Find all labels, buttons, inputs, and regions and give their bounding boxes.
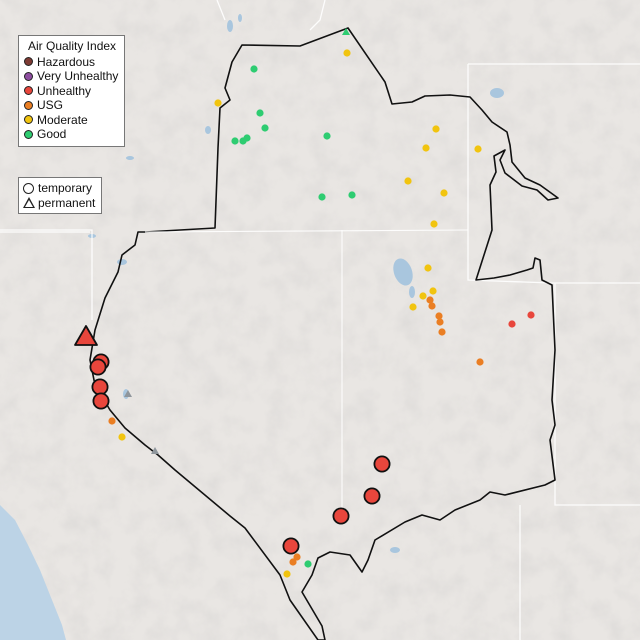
- monitor-dot-moderate[interactable]: [424, 264, 432, 272]
- usg-swatch-icon: [24, 100, 33, 110]
- monitor-dot-moderate[interactable]: [343, 49, 351, 57]
- monitor-dot-usg[interactable]: [438, 328, 446, 336]
- monitor-dot-good[interactable]: [318, 193, 326, 201]
- monitor-dot-moderate[interactable]: [430, 220, 438, 228]
- monitor-dot-good[interactable]: [261, 124, 269, 132]
- monitor-dot-usg[interactable]: [428, 302, 436, 310]
- monitor-dot-usg[interactable]: [426, 296, 434, 304]
- monitor-dot-good[interactable]: [304, 560, 312, 568]
- monitor-dot-good[interactable]: [231, 137, 239, 145]
- temporary-monitor-circle[interactable]: [92, 392, 110, 410]
- monitor-dot-moderate[interactable]: [214, 99, 222, 107]
- legend-item-temporary: temporary: [23, 181, 95, 196]
- inner-border-2: [144, 229, 469, 233]
- lake-3: [126, 156, 134, 160]
- monitor-dot-moderate[interactable]: [474, 145, 482, 153]
- temporary-monitor-circle[interactable]: [332, 507, 350, 525]
- monitor-points: [74, 49, 535, 578]
- monitor-dot-unhealthy[interactable]: [508, 320, 516, 328]
- lake-4: [205, 126, 211, 134]
- legend-label: Good: [37, 127, 67, 141]
- monitor-dot-usg[interactable]: [293, 553, 301, 561]
- legend-item-very-unhealthy: Very Unhealthy: [24, 69, 118, 84]
- temporary-monitor-circle[interactable]: [282, 537, 300, 555]
- monitor-dot-moderate[interactable]: [283, 570, 291, 578]
- temporary-monitor-circle[interactable]: [91, 378, 109, 396]
- monitor-dot-usg[interactable]: [289, 558, 297, 566]
- monitor-dot-good[interactable]: [323, 132, 331, 140]
- legend-item-good: Good: [24, 127, 118, 142]
- very-unhealthy-swatch-icon: [24, 71, 33, 81]
- monitor-dot-unhealthy[interactable]: [527, 311, 535, 319]
- permanent-monitor-small-1: [124, 390, 132, 397]
- legend-label: permanent: [38, 195, 96, 210]
- unhealthy-swatch-icon: [24, 86, 33, 96]
- permanent-monitor-triangle[interactable]: [74, 325, 98, 346]
- monitor-dot-moderate[interactable]: [422, 144, 430, 152]
- aqi-legend: Air Quality Index Hazardous Very Unhealt…: [18, 35, 126, 147]
- good-swatch-icon: [24, 129, 33, 139]
- yellowstone-lake: [490, 88, 504, 98]
- monitor-dot-moderate[interactable]: [409, 303, 417, 311]
- monitor-dot-moderate[interactable]: [404, 177, 412, 185]
- lake-5: [227, 20, 233, 32]
- lake-7: [238, 14, 242, 22]
- monitor-dot-moderate[interactable]: [429, 287, 437, 295]
- lake-1: [117, 259, 127, 265]
- moderate-swatch-icon: [24, 115, 33, 125]
- monitor-type-legend: temporary permanent: [18, 177, 103, 214]
- legend-label: Very Unhealthy: [37, 69, 119, 83]
- legend-label: Hazardous: [37, 54, 96, 69]
- monitor-dot-moderate[interactable]: [440, 189, 448, 197]
- ocean: [0, 505, 66, 640]
- monitor-dot-good[interactable]: [250, 65, 258, 73]
- great-salt-lake: [393, 258, 413, 286]
- monitor-dot-usg[interactable]: [476, 358, 484, 366]
- lake-8: [390, 547, 400, 553]
- legend-label: Unhealthy: [37, 83, 92, 98]
- temporary-monitor-circle[interactable]: [363, 487, 381, 505]
- legend-label: Moderate: [37, 112, 88, 127]
- legend-item-hazardous: Hazardous: [24, 55, 118, 70]
- utah-lake: [409, 286, 415, 298]
- legend-item-moderate: Moderate: [24, 113, 118, 128]
- monitor-dot-good[interactable]: [348, 191, 356, 199]
- monitor-dot-moderate[interactable]: [118, 433, 126, 441]
- monitor-dot-good[interactable]: [239, 137, 247, 145]
- hazardous-swatch-icon: [24, 57, 33, 67]
- legend-label: USG: [37, 98, 64, 112]
- circle-icon: [23, 182, 34, 194]
- region-boundary: [89, 27, 559, 640]
- temporary-monitor-circle[interactable]: [89, 358, 107, 376]
- monitor-dot-good[interactable]: [256, 109, 264, 117]
- monitor-dot-moderate[interactable]: [432, 125, 440, 133]
- monitor-dot-usg[interactable]: [435, 312, 443, 320]
- legend-item-unhealthy: Unhealthy: [24, 84, 118, 99]
- triangle-icon: [23, 197, 35, 209]
- legend-title: Air Quality Index: [28, 39, 117, 53]
- monitor-dot-moderate[interactable]: [419, 292, 427, 300]
- legend-label: temporary: [38, 181, 93, 195]
- permanent-monitor-small-2: [151, 447, 159, 454]
- temporary-monitor-circle[interactable]: [373, 455, 391, 473]
- monitor-dot-usg[interactable]: [436, 318, 444, 326]
- legend-item-permanent: permanent: [23, 196, 95, 211]
- monitor-dot-usg[interactable]: [108, 417, 116, 425]
- permanent-monitor-small-3: [342, 28, 350, 35]
- legend-item-usg: USG: [24, 98, 118, 113]
